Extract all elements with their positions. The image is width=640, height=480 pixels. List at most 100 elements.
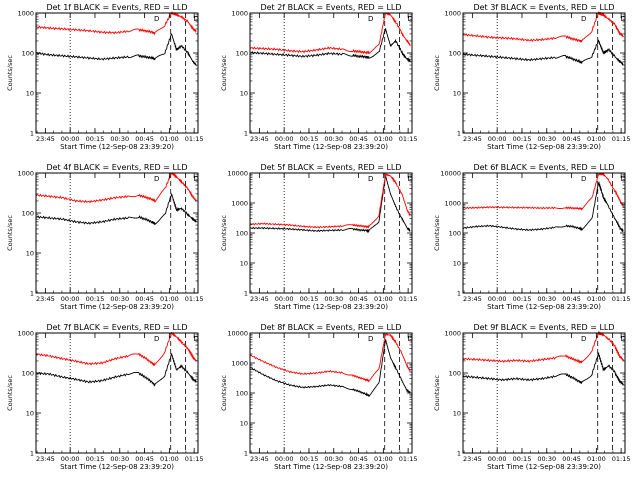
y-tick-label: 10000 <box>440 170 461 178</box>
detector-panel-1: Det 1f BLACK = Events, RED = LLD Counts/s… <box>6 3 204 151</box>
y-tick-label: 100 <box>22 210 34 218</box>
series-line-lld <box>35 10 197 36</box>
y-axis-label: Counts/sec <box>6 375 14 411</box>
y-tick-label: 100 <box>22 370 34 378</box>
detector-panel-5: Det 5f BLACK = Events, RED = LLD Counts/s… <box>220 163 418 311</box>
panel-title: Det 6f BLACK = Events, RED = LLD <box>473 163 614 172</box>
x-tick-label: 00:00 <box>61 295 80 303</box>
x-tick-label: 00:45 <box>562 135 581 143</box>
x-tick-label: 23:45 <box>250 295 269 303</box>
x-axis-label: Start Time (12-Sep-08 23:39:20) <box>487 303 601 311</box>
x-tick-label: 00:45 <box>349 135 368 143</box>
y-axis-label: Counts/sec <box>220 375 228 411</box>
series-line-lld <box>35 331 197 367</box>
plot-frame <box>35 12 199 134</box>
x-tick-label: 23:45 <box>250 135 269 143</box>
x-tick-label: 00:00 <box>275 455 294 463</box>
series-line-lld <box>462 11 624 43</box>
x-tick-label: 00:15 <box>513 135 532 143</box>
y-tick-label: 1000 <box>231 360 248 368</box>
y-tick-label: 100 <box>22 50 34 58</box>
series-line-lld <box>462 331 624 364</box>
y-tick-label: 10 <box>453 410 461 418</box>
x-tick-label: 01:00 <box>160 135 179 143</box>
series-line-events <box>35 353 197 387</box>
x-tick-label: 01:15 <box>399 295 418 303</box>
flare-marker-label: D <box>154 335 159 343</box>
y-tick-label: 10 <box>26 90 34 98</box>
x-axis-label: Start Time (12-Sep-08 23:39:20) <box>487 143 601 151</box>
y-tick-label: 1000 <box>17 330 34 338</box>
y-tick-label: 1 <box>30 130 34 138</box>
x-tick-label: 00:30 <box>537 455 556 463</box>
x-tick-label: 00:00 <box>488 295 507 303</box>
x-tick-label: 00:30 <box>110 455 129 463</box>
x-axis-label: Start Time (12-Sep-08 23:39:20) <box>487 463 601 471</box>
flare-marker-label: D <box>368 15 373 23</box>
flare-marker-label: D <box>368 175 373 183</box>
y-tick-label: 1000 <box>444 200 461 208</box>
detector-panel-3: Det 3f BLACK = Events, RED = LLD Counts/s… <box>433 3 631 151</box>
x-axis-label: Start Time (12-Sep-08 23:39:20) <box>274 143 388 151</box>
y-tick-label: 1000 <box>231 10 248 18</box>
x-tick-label: 01:15 <box>612 295 631 303</box>
y-tick-label: 1000 <box>17 170 34 178</box>
panel-title: Det 4f BLACK = Events, RED = LLD <box>46 163 187 172</box>
y-tick-label: 100 <box>449 230 461 238</box>
panel-title: Det 1f BLACK = Events, RED = LLD <box>46 3 187 12</box>
x-tick-label: 23:45 <box>463 295 482 303</box>
series-line-lld <box>249 332 411 383</box>
x-tick-label: 23:45 <box>463 455 482 463</box>
y-tick-label: 1 <box>457 290 461 298</box>
y-tick-label: 100 <box>449 370 461 378</box>
series-line-events <box>463 39 624 66</box>
x-tick-label: 23:45 <box>463 135 482 143</box>
x-tick-label: 00:45 <box>349 455 368 463</box>
y-tick-label: 10000 <box>227 330 248 338</box>
x-tick-label: 00:45 <box>135 295 154 303</box>
panel-title: Det 7f BLACK = Events, RED = LLD <box>46 323 187 332</box>
x-tick-label: 00:15 <box>86 455 105 463</box>
x-tick-label: 00:00 <box>61 455 80 463</box>
plot-frame <box>35 172 199 294</box>
y-tick-label: 1000 <box>444 10 461 18</box>
flare-marker-label: D <box>154 15 159 23</box>
x-tick-label: 00:30 <box>110 295 129 303</box>
plot-frame <box>462 12 626 134</box>
detector-panel-7: Det 7f BLACK = Events, RED = LLD Counts/s… <box>6 323 204 471</box>
y-tick-label: 1 <box>30 450 34 458</box>
x-tick-label: 01:15 <box>612 455 631 463</box>
series-line-events <box>249 338 411 398</box>
x-tick-label: 00:15 <box>513 295 532 303</box>
x-tick-label: 01:15 <box>399 455 418 463</box>
y-tick-label: 1000 <box>17 10 34 18</box>
panel-title: Det 3f BLACK = Events, RED = LLD <box>473 3 614 12</box>
x-tick-label: 01:00 <box>374 295 393 303</box>
panel-title: Det 8f BLACK = Events, RED = LLD <box>260 323 401 332</box>
x-tick-label: 01:15 <box>612 135 631 143</box>
y-axis-label: Counts/sec <box>433 55 441 91</box>
x-tick-label: 00:30 <box>324 455 343 463</box>
y-tick-label: 1 <box>457 450 461 458</box>
x-tick-label: 00:15 <box>86 295 105 303</box>
plot-frame <box>35 332 199 454</box>
x-axis-label: Start Time (12-Sep-08 23:39:20) <box>274 463 388 471</box>
x-tick-label: 01:00 <box>587 295 606 303</box>
x-tick-label: 00:30 <box>324 295 343 303</box>
y-tick-label: 100 <box>236 230 248 238</box>
x-tick-label: 00:45 <box>562 455 581 463</box>
x-tick-label: 00:45 <box>349 295 368 303</box>
flare-marker-label: D <box>368 335 373 343</box>
y-tick-label: 10 <box>26 410 34 418</box>
y-tick-label: 1 <box>244 130 248 138</box>
x-tick-label: 23:45 <box>36 295 55 303</box>
y-axis-label: Counts/sec <box>433 215 441 251</box>
x-tick-label: 23:45 <box>36 135 55 143</box>
x-tick-label: 00:30 <box>110 135 129 143</box>
plot-frame <box>249 12 413 134</box>
x-tick-label: 01:15 <box>399 135 418 143</box>
x-tick-label: 01:00 <box>587 135 606 143</box>
x-tick-label: 00:30 <box>537 295 556 303</box>
